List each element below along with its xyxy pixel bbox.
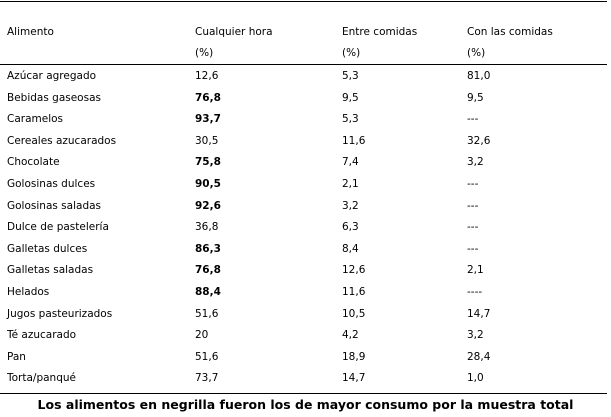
cell-cualquier-hora: 30,5 <box>195 135 219 147</box>
cell-con-las-comidas: 9,5 <box>467 92 484 104</box>
cell-con-las-comidas: --- <box>467 243 479 255</box>
cell-con-las-comidas: --- <box>467 178 479 190</box>
cell-alimento: Cereales azucarados <box>7 135 117 147</box>
cell-alimento: Caramelos <box>7 113 64 125</box>
table-bottom-rule <box>0 393 607 394</box>
cell-entre-comidas: 3,2 <box>342 200 359 212</box>
cell-alimento: Helados <box>7 286 50 298</box>
cell-alimento: Galletas saladas <box>7 264 94 276</box>
cell-cualquier-hora: 76,8 <box>195 264 221 276</box>
cell-entre-comidas: 7,4 <box>342 156 359 168</box>
cell-entre-comidas: 9,5 <box>342 92 359 104</box>
cell-con-las-comidas: --- <box>467 113 479 125</box>
header-entre-comidas: Entre comidas <box>342 26 418 38</box>
cell-cualquier-hora: 36,8 <box>195 221 219 233</box>
table-top-rule <box>0 1 607 2</box>
cell-cualquier-hora: 51,6 <box>195 308 219 320</box>
cell-entre-comidas: 2,1 <box>342 178 359 190</box>
cell-entre-comidas: 18,9 <box>342 351 366 363</box>
header-cualquier-hora: Cualquier hora <box>195 26 273 38</box>
cell-cualquier-hora: 86,3 <box>195 243 221 255</box>
cell-alimento: Chocolate <box>7 156 60 168</box>
header-entre-comidas-unit: (%) <box>342 47 361 59</box>
header-cualquier-hora-unit: (%) <box>195 47 214 59</box>
cell-alimento: Jugos pasteurizados <box>7 308 113 320</box>
cell-alimento: Té azucarado <box>7 329 77 341</box>
cell-alimento: Dulce de pastelería <box>7 221 109 233</box>
header-alimento: Alimento <box>7 26 54 38</box>
cell-cualquier-hora: 75,8 <box>195 156 221 168</box>
cell-alimento: Azúcar agregado <box>7 70 97 82</box>
cell-entre-comidas: 8,4 <box>342 243 359 255</box>
cell-entre-comidas: 10,5 <box>342 308 366 320</box>
cell-entre-comidas: 14,7 <box>342 372 366 384</box>
header-con-las-comidas-unit: (%) <box>467 47 486 59</box>
cell-con-las-comidas: 28,4 <box>467 351 491 363</box>
cell-con-las-comidas: --- <box>467 200 479 212</box>
cell-cualquier-hora: 73,7 <box>195 372 219 384</box>
cell-con-las-comidas: 81,0 <box>467 70 491 82</box>
cell-con-las-comidas: 3,2 <box>467 156 484 168</box>
cell-entre-comidas: 11,6 <box>342 135 366 147</box>
cell-cualquier-hora: 76,8 <box>195 92 221 104</box>
footnote: Los alimentos en negrilla fueron los de … <box>37 397 574 412</box>
cell-alimento: Bebidas gaseosas <box>7 92 101 104</box>
cell-con-las-comidas: 1,0 <box>467 372 484 384</box>
cell-cualquier-hora: 20 <box>195 329 209 341</box>
cell-entre-comidas: 12,6 <box>342 264 366 276</box>
cell-alimento: Golosinas saladas <box>7 200 102 212</box>
cell-alimento: Galletas dulces <box>7 243 88 255</box>
cell-alimento: Torta/panqué <box>7 372 76 384</box>
cell-con-las-comidas: 14,7 <box>467 308 491 320</box>
cell-alimento: Pan <box>7 351 26 363</box>
cell-cualquier-hora: 90,5 <box>195 178 221 190</box>
cell-con-las-comidas: --- <box>467 221 479 233</box>
cell-con-las-comidas: ---- <box>467 286 483 298</box>
cell-entre-comidas: 5,3 <box>342 113 359 125</box>
cell-cualquier-hora: 92,6 <box>195 200 221 212</box>
cell-con-las-comidas: 32,6 <box>467 135 491 147</box>
cell-cualquier-hora: 88,4 <box>195 286 221 298</box>
cell-entre-comidas: 6,3 <box>342 221 359 233</box>
cell-entre-comidas: 11,6 <box>342 286 366 298</box>
cell-con-las-comidas: 2,1 <box>467 264 484 276</box>
header-con-las-comidas: Con las comidas <box>467 26 553 38</box>
cell-entre-comidas: 4,2 <box>342 329 359 341</box>
cell-cualquier-hora: 93,7 <box>195 113 221 125</box>
cell-cualquier-hora: 12,6 <box>195 70 219 82</box>
cell-con-las-comidas: 3,2 <box>467 329 484 341</box>
cell-entre-comidas: 5,3 <box>342 70 359 82</box>
cell-alimento: Golosinas dulces <box>7 178 96 190</box>
header-divider-rule <box>0 64 607 65</box>
cell-cualquier-hora: 51,6 <box>195 351 219 363</box>
